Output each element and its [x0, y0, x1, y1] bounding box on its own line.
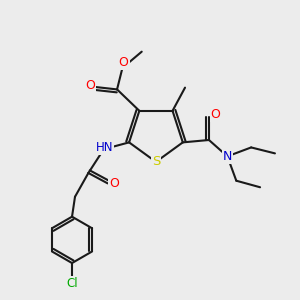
Text: O: O [211, 108, 220, 121]
Text: HN: HN [96, 141, 113, 154]
Text: O: O [85, 79, 95, 92]
Text: O: O [109, 177, 119, 190]
Text: N: N [223, 150, 232, 163]
Text: S: S [152, 155, 160, 168]
Text: O: O [119, 56, 128, 69]
Text: Cl: Cl [66, 277, 78, 290]
